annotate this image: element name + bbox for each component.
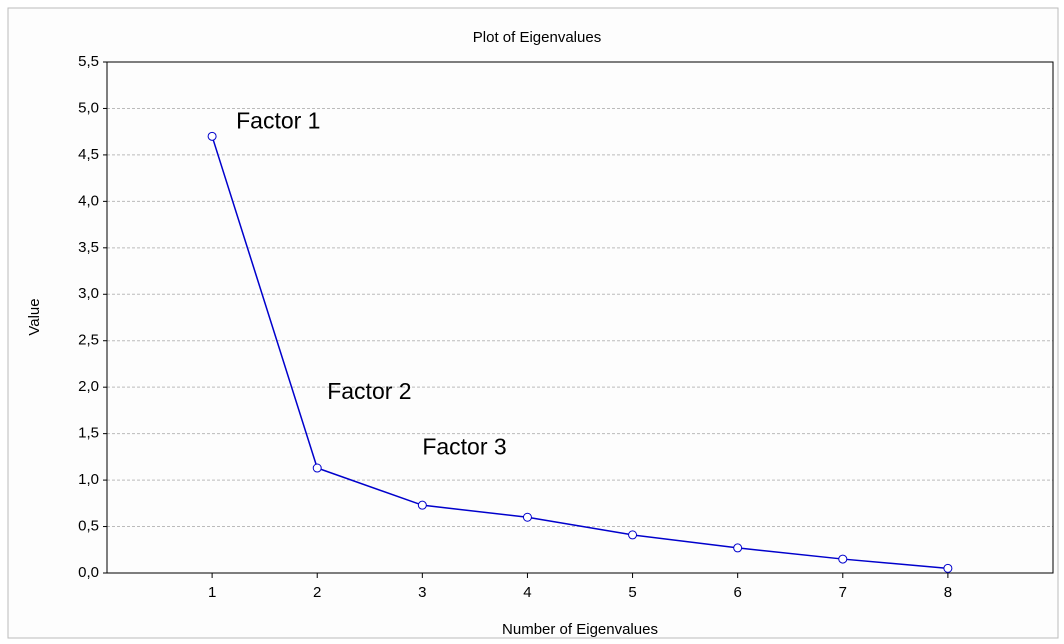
x-tick-label: 2: [313, 584, 321, 601]
y-tick-label: 4,5: [78, 146, 99, 163]
y-tick-label: 2,5: [78, 332, 99, 349]
series-line: [211, 136, 948, 570]
y-tick-label: 3,5: [78, 239, 99, 256]
frame: [7, 7, 1059, 639]
y-tick-label: 1,0: [78, 471, 99, 488]
point: [312, 463, 322, 473]
y-tick-label: 1,5: [78, 425, 99, 442]
point: [733, 543, 743, 553]
annotation: Factor 1: [236, 107, 320, 133]
y-tick-label: 4,0: [78, 192, 99, 209]
x-tick-label: 7: [839, 584, 847, 601]
annotation: Factor 2: [327, 378, 411, 404]
point: [207, 131, 217, 141]
point: [838, 554, 848, 564]
x-tick-label: 4: [523, 584, 531, 601]
y-tick-label: 5,0: [78, 99, 99, 116]
point: [522, 512, 532, 522]
x-tick-label: 6: [733, 584, 741, 601]
y-tick-label: 0,0: [78, 564, 99, 581]
point: [628, 530, 638, 540]
x-tick-label: 1: [208, 584, 216, 601]
plot-area: [106, 61, 1054, 574]
y-tick-label: 3,0: [78, 285, 99, 302]
annotation: Factor 3: [422, 433, 506, 459]
chart-title: Plot of Eigenvalues: [473, 29, 601, 46]
y-tick-label: 0,5: [78, 518, 99, 535]
y-axis-label: Value: [26, 298, 43, 335]
y-tick-label: 2,0: [78, 378, 99, 395]
x-tick-label: 5: [628, 584, 636, 601]
x-tick-label: 3: [418, 584, 426, 601]
x-axis-label: Number of Eigenvalues: [502, 621, 658, 638]
y-tick-label: 5,5: [78, 53, 99, 70]
point: [417, 500, 427, 510]
point: [943, 563, 953, 573]
x-tick-label: 8: [944, 584, 952, 601]
